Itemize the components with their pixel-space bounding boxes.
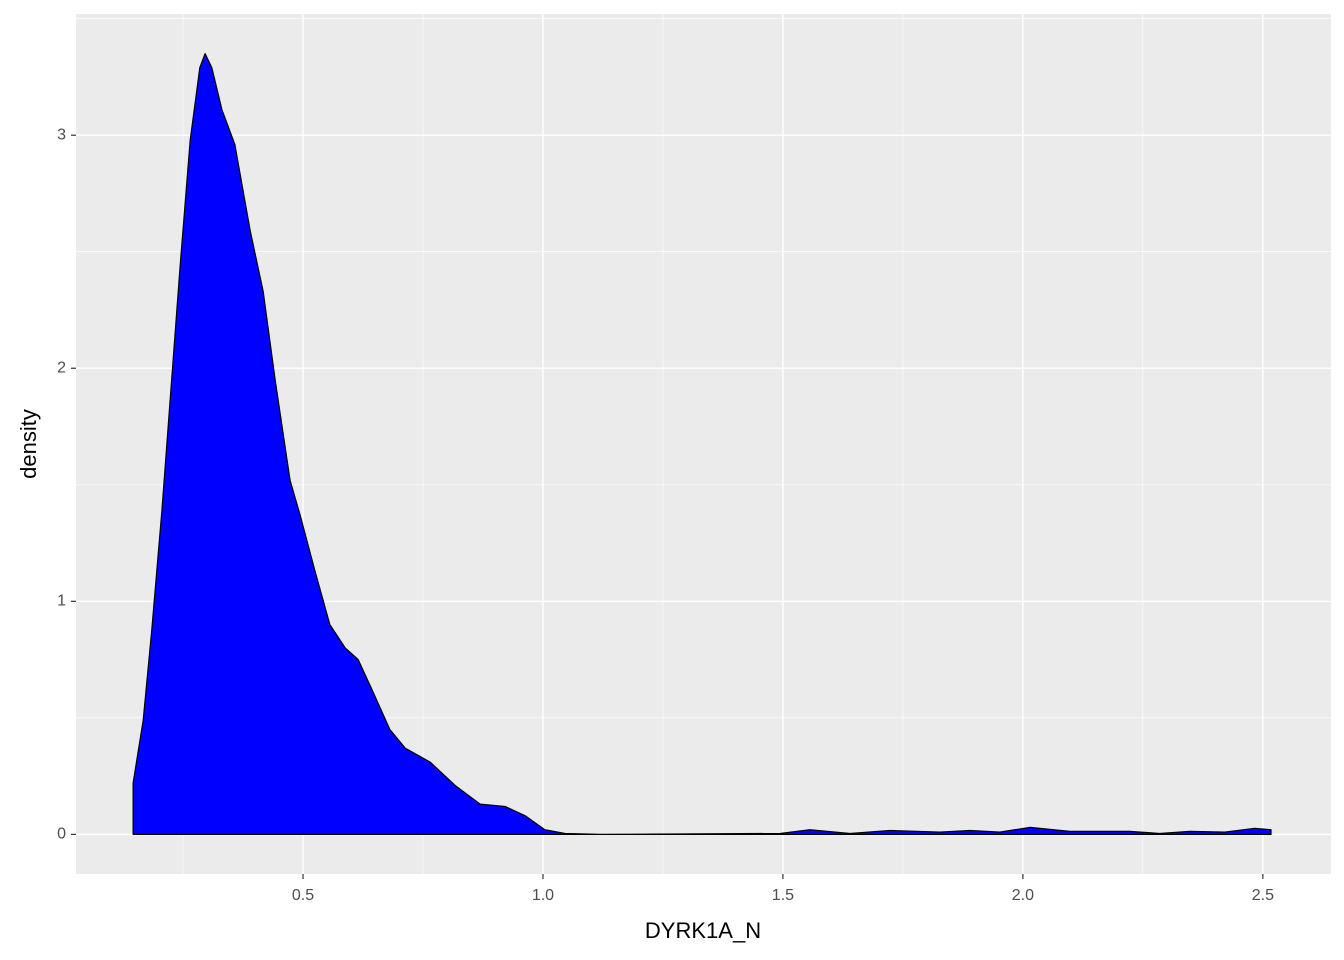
density-area	[132, 53, 1272, 835]
x-axis-title: DYRK1A_N	[645, 918, 761, 943]
y-tick-label: 0	[57, 826, 66, 843]
x-tick-label: 1.5	[772, 887, 794, 904]
x-tick-label: 2.5	[1252, 887, 1274, 904]
y-tick-label: 1	[57, 593, 66, 610]
y-tick-label: 3	[57, 126, 66, 143]
x-tick-label: 0.5	[292, 887, 314, 904]
x-tick-label: 1.0	[532, 887, 554, 904]
x-tick-label: 2.0	[1012, 887, 1034, 904]
y-axis-title: density	[16, 409, 41, 479]
y-tick-label: 2	[57, 359, 66, 376]
